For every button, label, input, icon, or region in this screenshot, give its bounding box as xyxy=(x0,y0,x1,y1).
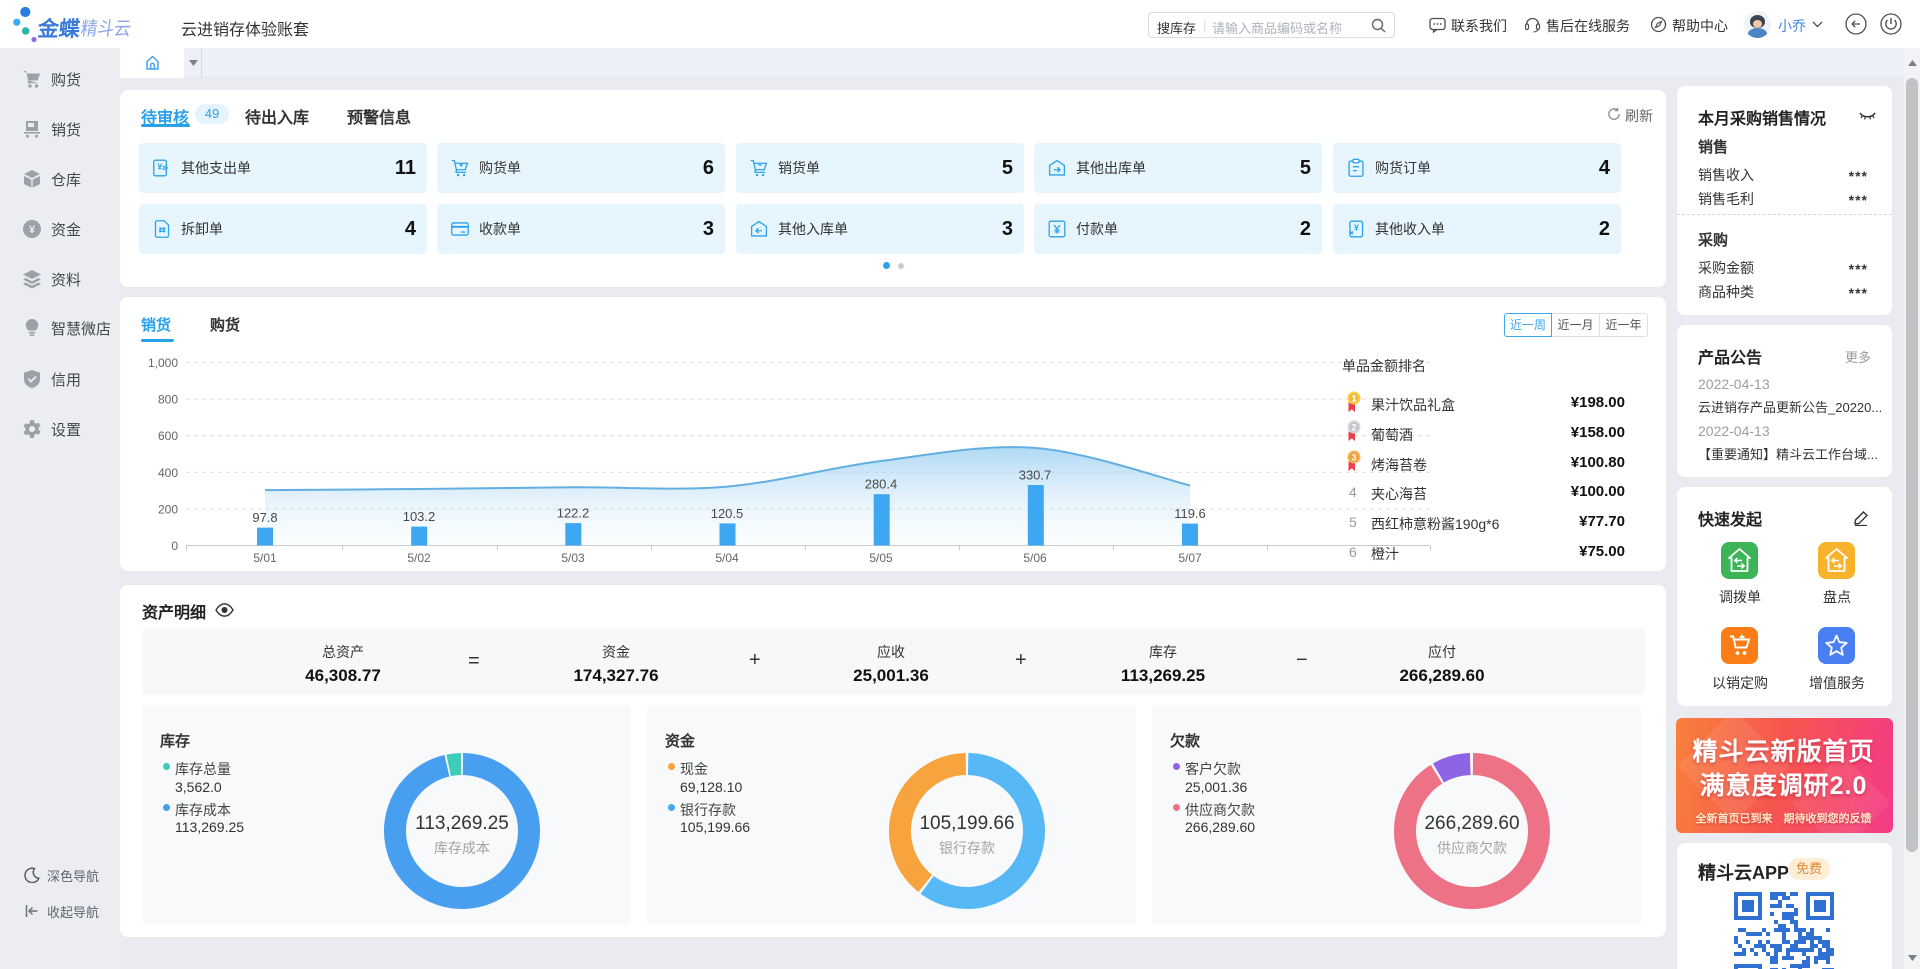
svg-text:600: 600 xyxy=(158,429,178,443)
svg-text:122.2: 122.2 xyxy=(557,506,590,521)
svg-text:103.2: 103.2 xyxy=(403,509,436,524)
svg-text:5/04: 5/04 xyxy=(715,551,739,565)
svg-text:0: 0 xyxy=(171,539,178,553)
svg-text:¥: ¥ xyxy=(157,161,162,171)
svg-text:3: 3 xyxy=(1351,452,1356,462)
svg-text:5/07: 5/07 xyxy=(1178,551,1202,565)
svg-text:800: 800 xyxy=(158,393,178,407)
svg-text:5/05: 5/05 xyxy=(869,551,893,565)
svg-text:5/02: 5/02 xyxy=(407,551,431,565)
svg-text:2: 2 xyxy=(1351,422,1356,432)
svg-text:1: 1 xyxy=(1351,393,1356,403)
svg-text:330.7: 330.7 xyxy=(1019,468,1052,483)
svg-text:5/03: 5/03 xyxy=(561,551,585,565)
svg-text:200: 200 xyxy=(158,502,178,516)
svg-text:400: 400 xyxy=(158,466,178,480)
svg-text:120.5: 120.5 xyxy=(711,506,744,521)
svg-text:280.4: 280.4 xyxy=(865,477,898,492)
svg-text:1,000: 1,000 xyxy=(148,356,178,370)
svg-text:¥: ¥ xyxy=(29,224,36,236)
svg-text:¥: ¥ xyxy=(1354,222,1359,232)
svg-text:5/01: 5/01 xyxy=(253,551,277,565)
svg-text:5/06: 5/06 xyxy=(1023,551,1047,565)
svg-text:119.6: 119.6 xyxy=(1174,506,1206,521)
svg-text:97.8: 97.8 xyxy=(252,510,277,525)
